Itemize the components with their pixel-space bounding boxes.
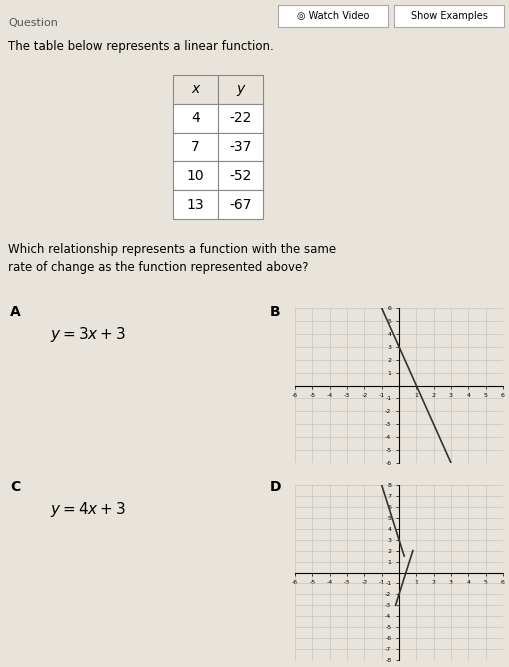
Text: The table below represents a linear function.: The table below represents a linear func…	[8, 40, 273, 53]
Text: $y = 4x + 3$: $y = 4x + 3$	[50, 500, 126, 519]
Text: C: C	[10, 480, 20, 494]
Text: Show Examples: Show Examples	[410, 11, 487, 21]
Text: D: D	[269, 480, 281, 494]
Text: B: B	[269, 305, 280, 319]
Text: Question: Question	[8, 18, 58, 28]
Text: $y = 3x + 3$: $y = 3x + 3$	[50, 325, 126, 344]
Text: ◎ Watch Video: ◎ Watch Video	[296, 11, 369, 21]
Text: A: A	[10, 305, 21, 319]
Text: Which relationship represents a function with the same
rate of change as the fun: Which relationship represents a function…	[8, 243, 335, 274]
